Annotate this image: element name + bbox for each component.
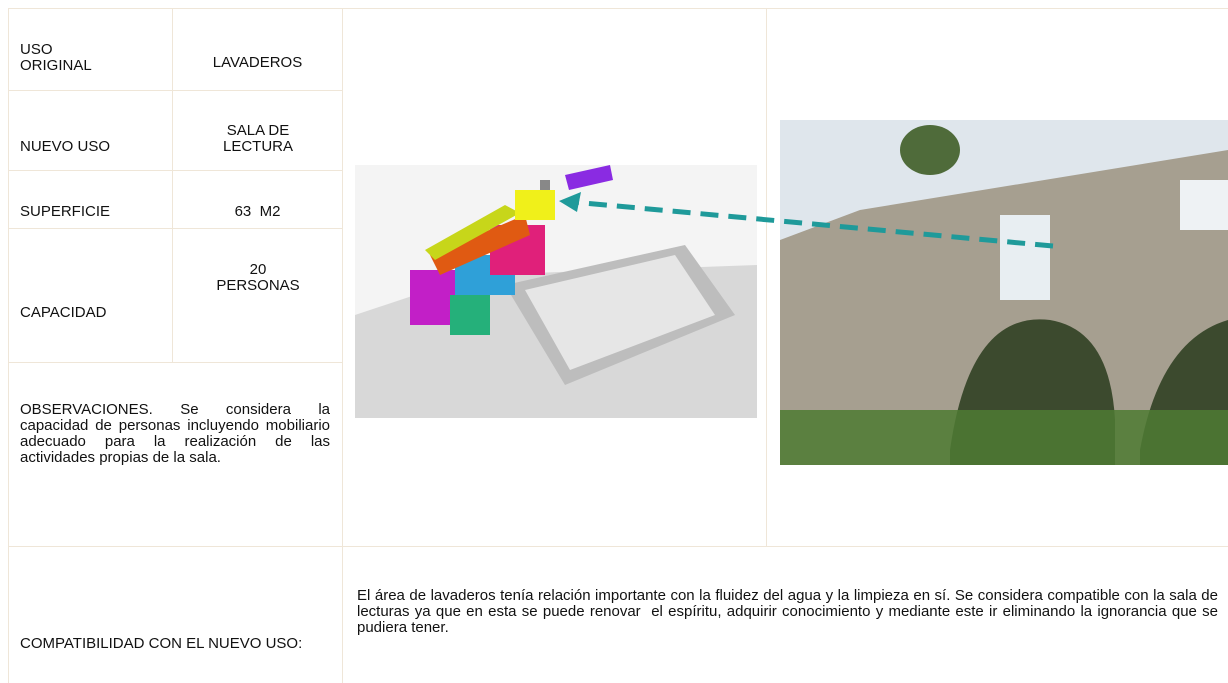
border bbox=[8, 546, 1228, 547]
compat-text: El área de lavaderos tenía relación impo… bbox=[357, 587, 1223, 636]
border bbox=[8, 362, 342, 363]
label: SUPERFICIE bbox=[20, 203, 111, 220]
model-image bbox=[355, 165, 757, 418]
border bbox=[8, 90, 342, 91]
label: USO ORIGINAL bbox=[20, 41, 92, 74]
border bbox=[8, 228, 342, 229]
observations: OBSERVACIONES. Se considera la capacidad… bbox=[20, 401, 335, 466]
border bbox=[172, 8, 173, 362]
border bbox=[342, 8, 343, 683]
border bbox=[8, 170, 342, 171]
value: 20 PERSONAS bbox=[216, 261, 300, 294]
compat-label: COMPATIBILIDAD CON EL NUEVO USO: bbox=[20, 635, 303, 652]
arrow bbox=[559, 192, 1054, 249]
photo-image bbox=[780, 120, 1228, 465]
label: NUEVO USO bbox=[20, 138, 111, 155]
value: LAVADEROS bbox=[212, 54, 303, 71]
border bbox=[8, 8, 9, 683]
border bbox=[8, 8, 1228, 9]
border bbox=[766, 8, 767, 546]
value: 63 M2 bbox=[234, 203, 281, 220]
value: SALA DE LECTURA bbox=[222, 122, 294, 155]
label: CAPACIDAD bbox=[20, 304, 107, 321]
